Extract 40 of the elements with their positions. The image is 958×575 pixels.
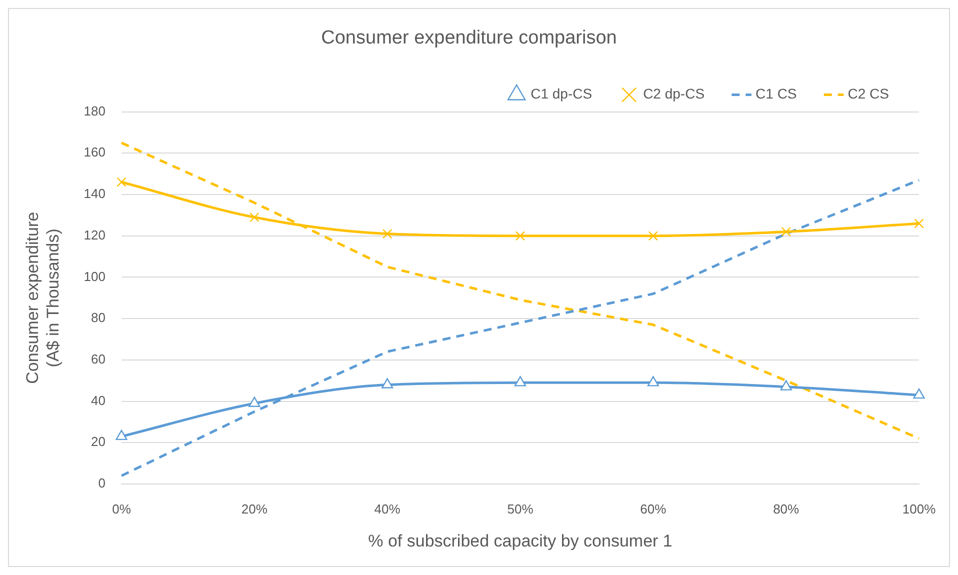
point [382,378,394,388]
x-tick-label: 0% [112,501,132,516]
x-tick-label: 50% [507,501,534,516]
y-tick-label: 60 [91,352,106,367]
y-tick-label: 140 [84,186,106,202]
point [382,228,392,239]
chart-title: Consumer expenditure comparison [321,28,617,49]
point [781,226,791,237]
y-tick-label: 160 [84,144,106,160]
x-tick-label: 40% [374,501,401,516]
point [780,380,792,390]
point [116,177,126,187]
legend-label: C2 dp-CS [643,86,705,102]
x-tick-label: 80% [773,501,800,516]
point [647,376,659,386]
line-series [120,178,920,477]
legend-label: C1 dp-CS [530,86,592,102]
point [250,212,260,222]
point [116,430,128,440]
x-axis-title: % of subscribed capacity by consumer 1 [368,531,672,550]
point [914,218,924,228]
y-tick-label: 40 [91,392,106,408]
line-series [120,142,920,440]
y-axis-title: Consumer expenditure (A$ in Thousands) [22,212,62,384]
x-tick-label: 100% [902,501,936,516]
point [515,231,526,241]
legend-label: C1 CS [756,86,797,102]
y-tick-label: 20 [91,434,106,450]
y-tick-label: 120 [84,227,106,242]
y-tick-label: 80 [91,310,106,326]
x-tick-label: 20% [241,501,268,516]
point [913,388,925,399]
y-tick-label: 0 [98,476,106,491]
point [514,376,526,386]
legend-label: C2 CS [848,86,889,102]
x-tick-label: 60% [640,501,667,516]
point [648,231,658,241]
y-tick-label: 100 [84,268,106,284]
y-tick-label: 180 [84,103,106,118]
point [248,396,260,407]
